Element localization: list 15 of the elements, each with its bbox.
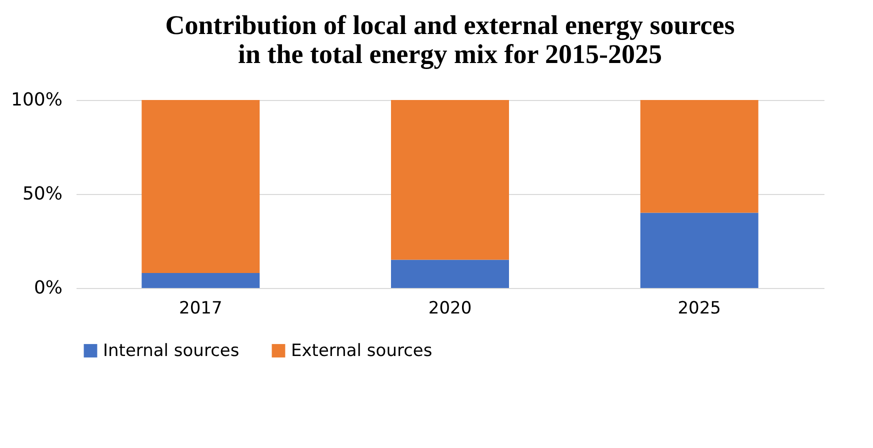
bar: [142, 272, 260, 288]
x-tick-label: 2017: [179, 298, 222, 318]
bar: [142, 100, 260, 273]
legend-label: Internal sources: [103, 340, 240, 361]
legend-label: External sources: [291, 340, 432, 361]
chart-title: Contribution of local and external energy sources in the total energy mix for 2015-2025: [165, 10, 735, 69]
bar: [391, 260, 509, 288]
bar: [391, 100, 509, 260]
bar: [640, 212, 758, 288]
y-tick-label: 100%: [11, 90, 62, 110]
bar: [640, 100, 758, 213]
x-tick-label: 2020: [428, 298, 472, 318]
x-tick-label: 2025: [678, 298, 721, 318]
y-tick-label: 0%: [34, 278, 62, 298]
y-tick-label: 50%: [22, 184, 62, 204]
